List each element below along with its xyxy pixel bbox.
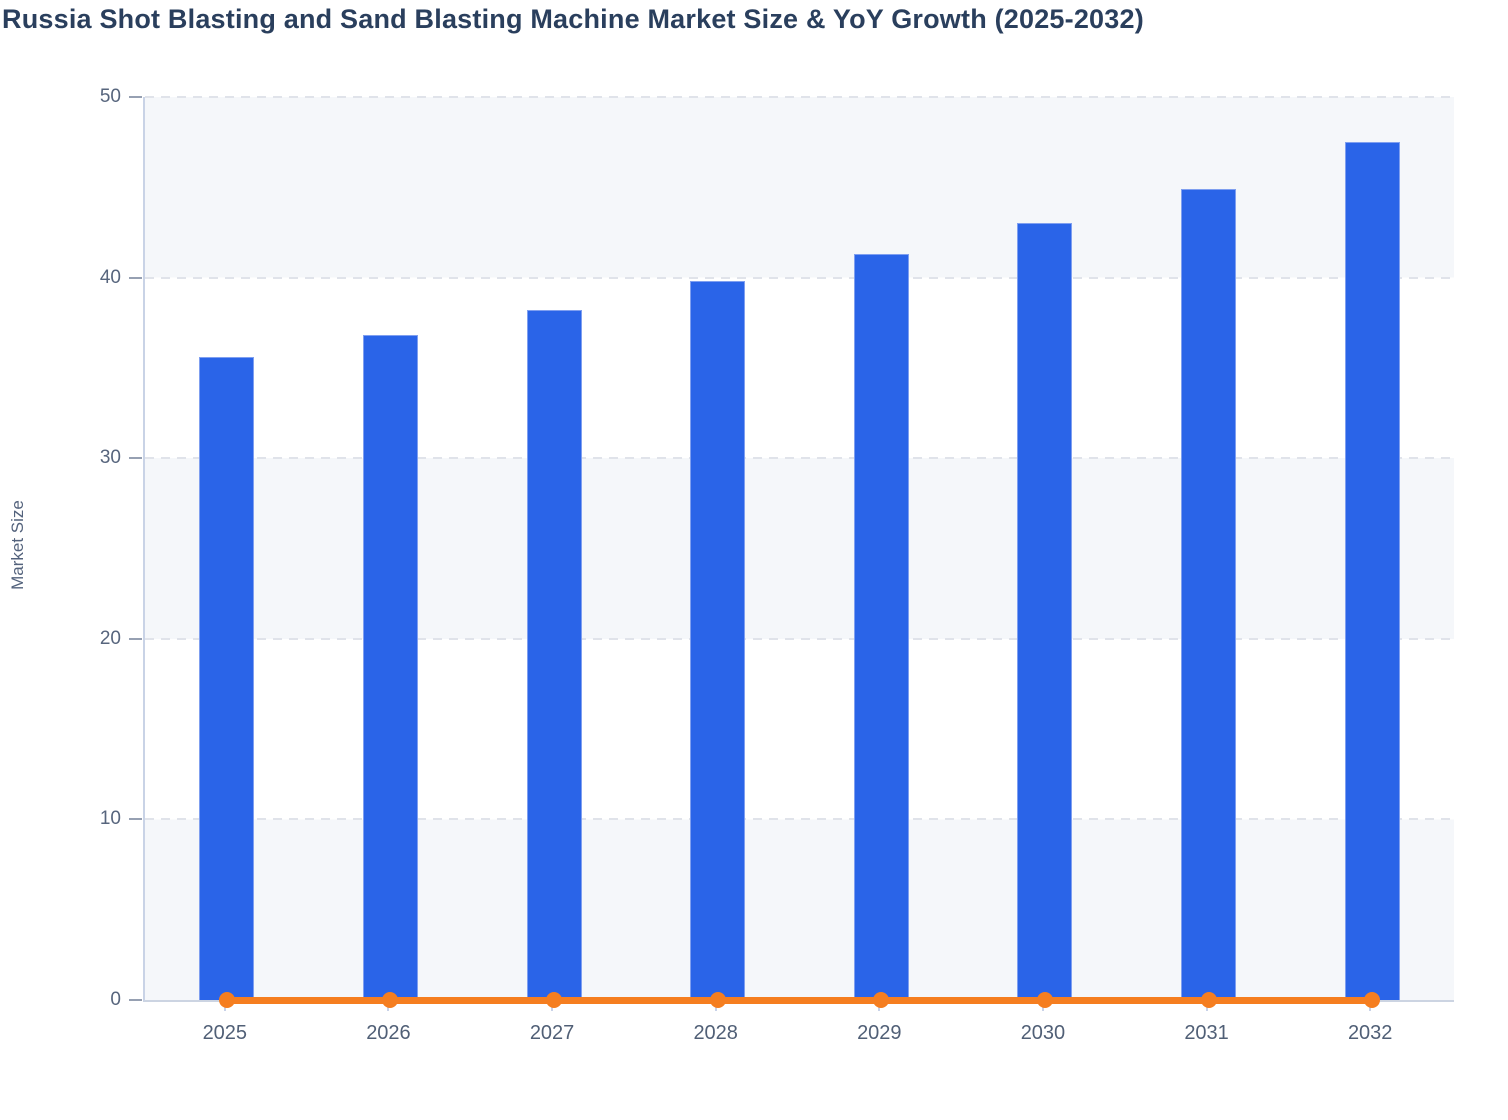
bar-2028 bbox=[690, 281, 746, 1000]
yoy-point-2030 bbox=[1036, 992, 1053, 1008]
y-tick-mark-50 bbox=[129, 96, 142, 98]
x-tick-label-2025: 2025 bbox=[202, 1022, 248, 1044]
y-tick-mark-40 bbox=[129, 276, 142, 279]
bar-2029 bbox=[853, 254, 909, 1000]
gridline-10 bbox=[145, 818, 1454, 821]
gridline-40 bbox=[145, 276, 1454, 279]
y-tick-label-40: 40 bbox=[99, 266, 121, 288]
chart-title: Russia Shot Blasting and Sand Blasting M… bbox=[2, 4, 1144, 34]
plot-area bbox=[143, 96, 1454, 1008]
y-tick-mark-10 bbox=[129, 818, 142, 821]
x-tick-label-2027: 2027 bbox=[529, 1022, 575, 1044]
yoy-point-2028 bbox=[709, 992, 726, 1008]
x-tick-label-2028: 2028 bbox=[693, 1022, 738, 1044]
gridline-50 bbox=[145, 96, 1454, 98]
bar-2027 bbox=[526, 310, 582, 1000]
y-tick-mark-0 bbox=[129, 999, 142, 1001]
y-tick-label-0: 0 bbox=[110, 989, 121, 1010]
x-tick-label-2029: 2029 bbox=[857, 1022, 902, 1044]
bar-2031 bbox=[1181, 189, 1237, 1000]
bar-2026 bbox=[362, 335, 418, 1000]
x-tick-label-2030: 2030 bbox=[1020, 1022, 1066, 1044]
x-tick-label-2026: 2026 bbox=[366, 1022, 411, 1044]
bar-2025 bbox=[199, 357, 255, 1000]
y-axis-title: Market Size bbox=[8, 500, 27, 590]
bar-2032 bbox=[1344, 142, 1400, 1000]
bar-2030 bbox=[1017, 223, 1073, 1000]
y-tick-mark-20 bbox=[129, 637, 142, 640]
gridline-20 bbox=[145, 637, 1454, 640]
yoy-point-2029 bbox=[873, 992, 890, 1008]
x-tick-label-2031: 2031 bbox=[1184, 1022, 1229, 1044]
gridline-30 bbox=[145, 457, 1454, 460]
yoy-point-2027 bbox=[546, 992, 563, 1008]
y-tick-label-20: 20 bbox=[99, 627, 121, 649]
yoy-point-2026 bbox=[382, 992, 399, 1008]
y-tick-label-10: 10 bbox=[99, 808, 121, 830]
y-tick-mark-30 bbox=[129, 457, 142, 460]
x-tick-label-2032: 2032 bbox=[1347, 1022, 1393, 1044]
yoy-point-2032 bbox=[1364, 992, 1381, 1008]
yoy-point-2025 bbox=[218, 992, 235, 1008]
yoy-growth-line bbox=[226, 996, 1373, 1004]
yoy-point-2031 bbox=[1200, 992, 1217, 1008]
y-tick-label-30: 30 bbox=[99, 447, 121, 469]
y-tick-label-50: 50 bbox=[99, 86, 121, 107]
